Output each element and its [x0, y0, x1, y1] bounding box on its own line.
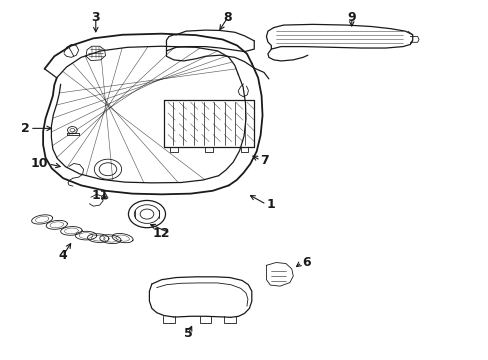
- Text: 6: 6: [302, 256, 310, 269]
- Text: 4: 4: [59, 249, 67, 262]
- Text: 5: 5: [183, 327, 192, 340]
- Text: 2: 2: [21, 122, 30, 135]
- Text: 12: 12: [153, 226, 170, 239]
- Text: 8: 8: [223, 12, 231, 24]
- Text: 9: 9: [347, 12, 355, 24]
- Text: 7: 7: [260, 154, 269, 167]
- Text: 10: 10: [31, 157, 48, 170]
- Text: 11: 11: [91, 189, 109, 202]
- Text: 1: 1: [266, 198, 275, 211]
- Text: 3: 3: [91, 12, 100, 24]
